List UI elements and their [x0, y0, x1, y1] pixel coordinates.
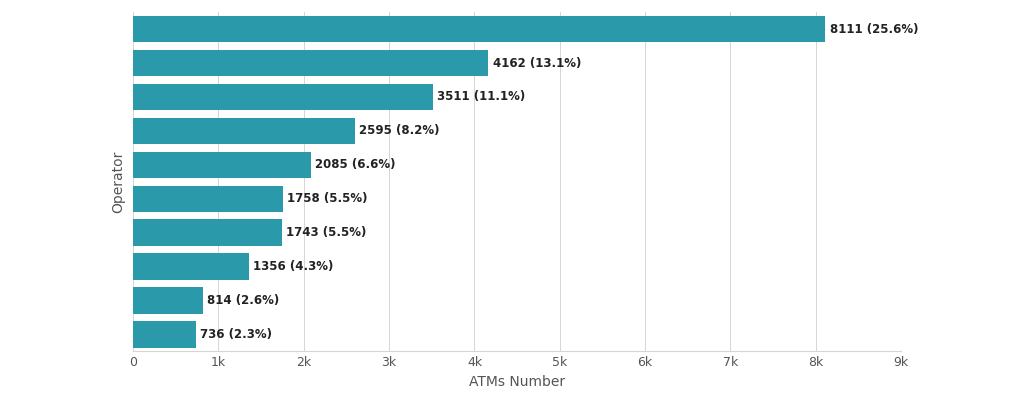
Text: 736 (2.3%): 736 (2.3%) [201, 328, 272, 341]
X-axis label: ATMs Number: ATMs Number [469, 375, 565, 389]
Bar [133, 152, 311, 178]
Text: 8111 (25.6%): 8111 (25.6%) [829, 23, 919, 36]
Text: 2085 (6.6%): 2085 (6.6%) [315, 158, 396, 171]
Text: 2595 (8.2%): 2595 (8.2%) [358, 124, 439, 137]
Bar [133, 185, 283, 212]
Text: 3511 (11.1%): 3511 (11.1%) [437, 90, 525, 103]
Text: 814 (2.6%): 814 (2.6%) [207, 294, 280, 307]
Bar [133, 50, 488, 76]
Text: 1743 (5.5%): 1743 (5.5%) [286, 226, 367, 239]
Text: 1356 (4.3%): 1356 (4.3%) [253, 260, 334, 273]
Y-axis label: Operator: Operator [111, 151, 125, 213]
Text: 1758 (5.5%): 1758 (5.5%) [288, 192, 368, 205]
Bar [133, 118, 354, 144]
Bar [133, 287, 203, 314]
Bar [133, 84, 433, 110]
Bar [133, 321, 196, 348]
Bar [133, 16, 825, 42]
Bar [133, 253, 249, 280]
Text: 4162 (13.1%): 4162 (13.1%) [493, 57, 581, 69]
Bar [133, 219, 282, 246]
